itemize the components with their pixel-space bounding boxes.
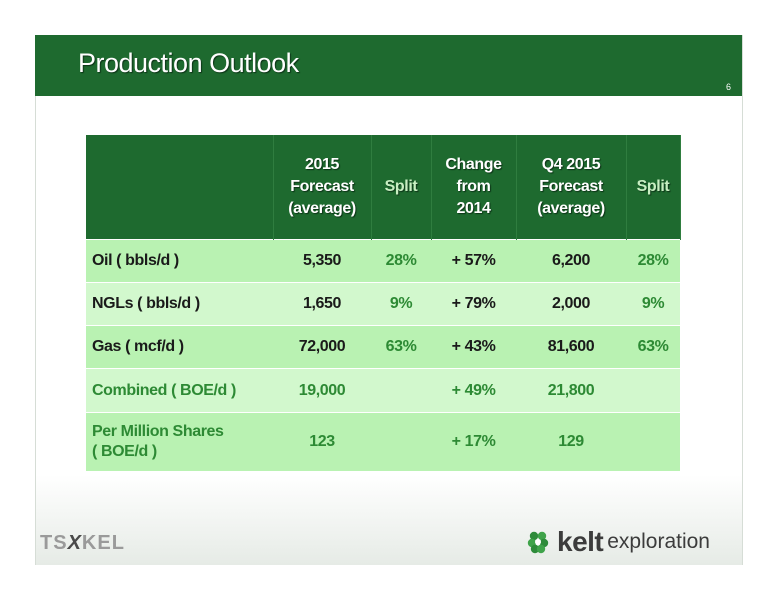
cell-split-2015: 28% bbox=[371, 239, 431, 283]
table-row-gas: Gas ( mcf/d ) 72,000 63% + 43% 81,600 63… bbox=[86, 325, 680, 369]
header-2015-forecast: 2015 Forecast (average) bbox=[273, 135, 372, 240]
cell-change: + 49% bbox=[431, 368, 516, 413]
cell-forecast-2015: 123 bbox=[273, 412, 371, 471]
cell-split-q4: 63% bbox=[626, 325, 680, 369]
cell-change: + 79% bbox=[431, 282, 516, 326]
tsx-logo-mark: X bbox=[67, 532, 82, 554]
production-outlook-table: 2015 Forecast (average) Split Change fro… bbox=[86, 135, 681, 471]
cell-split-q4: 28% bbox=[626, 239, 680, 283]
row-label: Gas ( mcf/d ) bbox=[86, 325, 273, 369]
cell-forecast-q4: 21,800 bbox=[516, 368, 626, 413]
title-bar bbox=[35, 35, 742, 96]
cell-change: + 17% bbox=[431, 412, 516, 471]
cell-forecast-2015: 1,650 bbox=[273, 282, 371, 326]
cell-forecast-2015: 19,000 bbox=[273, 368, 371, 413]
tsx-logo-right: KEL bbox=[81, 532, 125, 554]
row-label: NGLs ( bbls/d ) bbox=[86, 282, 273, 326]
cell-forecast-2015: 72,000 bbox=[273, 325, 371, 369]
cell-forecast-q4: 2,000 bbox=[516, 282, 626, 326]
cell-change: + 43% bbox=[431, 325, 516, 369]
table-row-combined: Combined ( BOE/d ) 19,000 + 49% 21,800 bbox=[86, 368, 680, 413]
cell-forecast-q4: 81,600 bbox=[516, 325, 626, 369]
slide-title: Production Outlook bbox=[78, 48, 299, 78]
table-header-row: 2015 Forecast (average) Split Change fro… bbox=[86, 135, 681, 240]
table-row-oil: Oil ( bbls/d ) 5,350 28% + 57% 6,200 28% bbox=[86, 239, 680, 283]
cell-split-2015: 9% bbox=[371, 282, 431, 326]
header-split-2015: Split bbox=[371, 135, 432, 240]
page-number: 6 bbox=[726, 82, 732, 92]
kelt-exploration-logo: kelt exploration bbox=[525, 526, 710, 558]
tsx-logo-left: TS bbox=[40, 532, 68, 554]
cell-split-q4: 9% bbox=[626, 282, 680, 326]
cell-split-2015: 63% bbox=[371, 325, 431, 369]
kelt-logo-subtitle: exploration bbox=[607, 530, 710, 553]
cell-split-q4 bbox=[626, 368, 680, 413]
cell-forecast-2015: 5,350 bbox=[273, 239, 371, 283]
header-change-from-2014: Change from 2014 bbox=[431, 135, 517, 240]
cell-forecast-q4: 6,200 bbox=[516, 239, 626, 283]
row-label: Oil ( bbls/d ) bbox=[86, 239, 273, 283]
cell-split-2015 bbox=[371, 412, 431, 471]
table-row-per-million-shares: Per Million Shares ( BOE/d ) 123 + 17% 1… bbox=[86, 412, 680, 471]
cell-split-q4 bbox=[626, 412, 680, 471]
header-blank bbox=[86, 135, 274, 240]
tsx-kel-logo: TSXKEL bbox=[40, 532, 125, 555]
cell-split-2015 bbox=[371, 368, 431, 413]
header-split-q4: Split bbox=[626, 135, 681, 240]
header-q4-2015-forecast: Q4 2015 Forecast (average) bbox=[516, 135, 627, 240]
row-label: Combined ( BOE/d ) bbox=[86, 368, 273, 413]
cell-forecast-q4: 129 bbox=[516, 412, 626, 471]
kelt-leaf-icon bbox=[527, 531, 549, 554]
kelt-logo-name: kelt bbox=[557, 526, 604, 557]
cell-change: + 57% bbox=[431, 239, 516, 283]
table-row-ngls: NGLs ( bbls/d ) 1,650 9% + 79% 2,000 9% bbox=[86, 282, 680, 326]
row-label: Per Million Shares ( BOE/d ) bbox=[86, 412, 273, 471]
